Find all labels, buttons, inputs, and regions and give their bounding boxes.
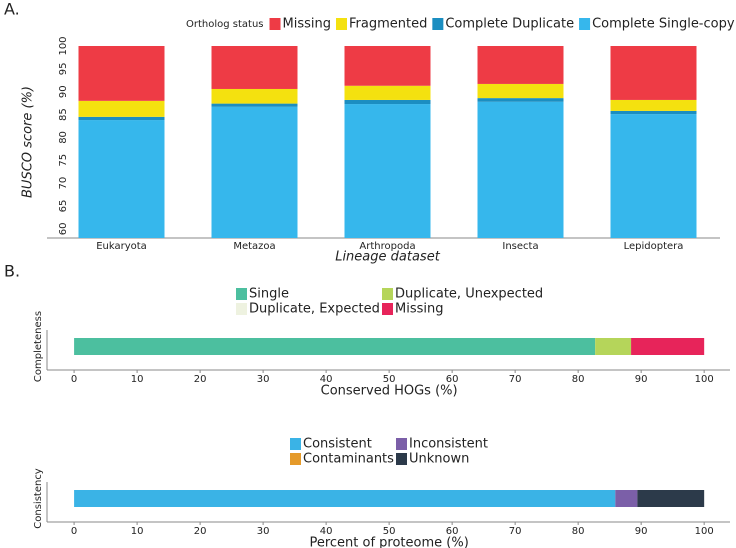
legend-label: Consistent bbox=[303, 437, 372, 452]
x-tick-label: 20 bbox=[194, 374, 207, 385]
legend-label: Contaminants bbox=[303, 452, 394, 467]
x-tick-label: 60 bbox=[446, 374, 459, 385]
x-tick-label: Metazoa bbox=[233, 241, 275, 252]
y-tick-label: 85 bbox=[58, 108, 69, 121]
bar-segment bbox=[610, 46, 697, 100]
bar-segment bbox=[344, 85, 431, 100]
x-tick-label: 40 bbox=[320, 526, 333, 537]
bar-segment bbox=[477, 101, 564, 239]
x-tick-label: 80 bbox=[572, 374, 585, 385]
y-tick-label: 100 bbox=[58, 36, 69, 55]
x-tick-label: 60 bbox=[446, 526, 459, 537]
x-axis-label: Lineage dataset bbox=[335, 250, 440, 265]
legend-swatch bbox=[432, 18, 444, 30]
x-tick-label: 10 bbox=[131, 374, 144, 385]
legend-label: Missing bbox=[395, 302, 443, 317]
x-tick-label: 0 bbox=[71, 374, 77, 385]
panel-label: B. bbox=[4, 262, 20, 281]
legend-label: Duplicate, Unexpected bbox=[395, 287, 543, 302]
legend-swatch bbox=[396, 453, 407, 465]
y-tick-label: 80 bbox=[58, 131, 69, 144]
legend-label: Fragmented bbox=[349, 17, 427, 32]
x-tick-label: 20 bbox=[194, 526, 207, 537]
y-tick-label: 60 bbox=[58, 222, 69, 235]
panel-label: A. bbox=[4, 0, 20, 19]
x-tick-label: 50 bbox=[383, 526, 396, 537]
legend-swatch bbox=[290, 438, 301, 450]
legend-swatch bbox=[269, 18, 281, 30]
bar-segment bbox=[610, 114, 697, 238]
x-tick-label: 80 bbox=[572, 526, 585, 537]
y-tick-label: 90 bbox=[58, 85, 69, 98]
legend-label: Unknown bbox=[409, 452, 469, 467]
bar-segment bbox=[344, 104, 431, 238]
bar-segment bbox=[615, 490, 638, 507]
x-tick-label: 100 bbox=[695, 526, 714, 537]
y-tick-label: 70 bbox=[58, 177, 69, 190]
bar-segment bbox=[344, 99, 431, 105]
x-tick-label: 70 bbox=[509, 374, 522, 385]
bar-segment bbox=[211, 103, 298, 107]
legend-swatch bbox=[396, 438, 407, 450]
legend-swatch bbox=[236, 303, 247, 315]
legend-swatch bbox=[336, 18, 347, 30]
x-tick-label: 40 bbox=[320, 374, 333, 385]
y-tick-label: 65 bbox=[58, 200, 69, 213]
bar-segment bbox=[477, 83, 564, 99]
legend-label: Missing bbox=[283, 17, 331, 32]
bar-segment bbox=[477, 98, 564, 102]
x-tick-label: 90 bbox=[635, 374, 648, 385]
bar-segment bbox=[78, 46, 165, 101]
legend-swatch bbox=[382, 288, 393, 300]
y-axis-label: BUSCO score (%) bbox=[21, 86, 36, 198]
bar-segment bbox=[211, 88, 298, 104]
legend-swatch bbox=[382, 303, 393, 315]
y-axis-label: Consistency bbox=[33, 468, 44, 529]
legend-label: Complete Single-copy bbox=[592, 17, 735, 32]
x-axis-label: Conserved HOGs (%) bbox=[321, 384, 458, 399]
legend-swatch bbox=[579, 18, 591, 30]
bar-segment bbox=[78, 100, 165, 117]
legend-label: Complete Duplicate bbox=[445, 17, 574, 32]
y-tick-label: 95 bbox=[58, 62, 69, 75]
bar-segment bbox=[344, 46, 431, 86]
y-axis-label: Completeness bbox=[33, 311, 44, 382]
legend-label: Inconsistent bbox=[409, 437, 488, 452]
x-tick-label: 0 bbox=[71, 526, 77, 537]
x-tick-label: 50 bbox=[383, 374, 396, 385]
bar-segment bbox=[74, 338, 596, 355]
bar-segment bbox=[610, 99, 697, 111]
x-tick-label: Insecta bbox=[502, 241, 538, 252]
x-tick-label: Eukaryota bbox=[96, 241, 147, 252]
bar-segment bbox=[74, 490, 616, 507]
bar-segment bbox=[211, 46, 298, 89]
x-tick-label: Lepidoptera bbox=[624, 241, 684, 252]
bar-segment bbox=[637, 490, 705, 507]
bar-segment bbox=[78, 116, 165, 121]
x-tick-label: Arthropoda bbox=[359, 241, 415, 252]
legend-title: Ortholog status bbox=[186, 19, 264, 30]
bar-segment bbox=[477, 46, 564, 84]
bar-segment bbox=[78, 120, 165, 238]
x-tick-label: 30 bbox=[257, 526, 270, 537]
bar-segment bbox=[211, 106, 298, 238]
legend-label: Duplicate, Expected bbox=[249, 302, 380, 317]
bar-segment bbox=[610, 110, 697, 115]
legend-swatch bbox=[290, 453, 301, 465]
x-tick-label: 70 bbox=[509, 526, 522, 537]
bar-segment bbox=[631, 338, 705, 355]
legend-label: Single bbox=[249, 287, 289, 302]
bar-segment bbox=[595, 338, 632, 355]
x-tick-label: 10 bbox=[131, 526, 144, 537]
legend-swatch bbox=[236, 288, 247, 300]
x-tick-label: 90 bbox=[635, 526, 648, 537]
x-axis-label: Percent of proteome (%) bbox=[309, 536, 468, 548]
x-tick-label: 100 bbox=[695, 374, 714, 385]
x-tick-label: 30 bbox=[257, 374, 270, 385]
y-tick-label: 75 bbox=[58, 154, 69, 167]
